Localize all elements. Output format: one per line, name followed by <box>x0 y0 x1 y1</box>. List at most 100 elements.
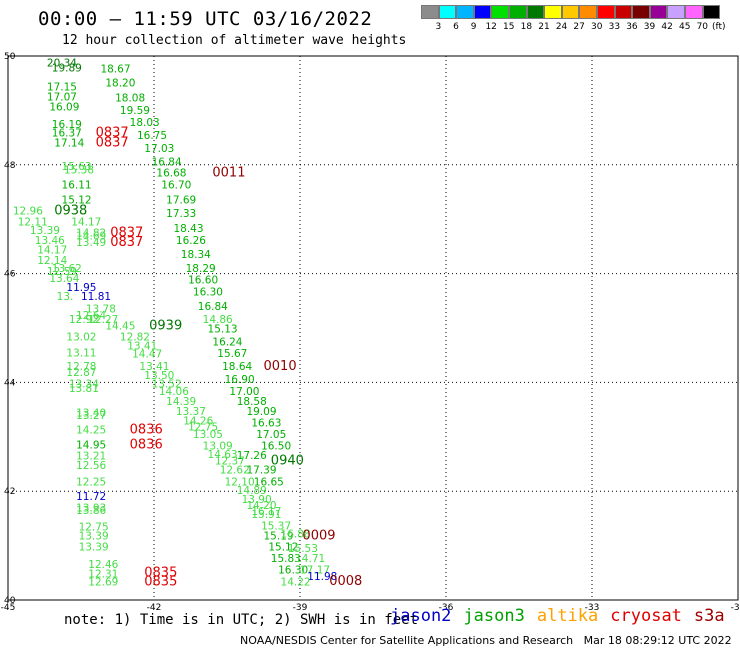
color-scale-label: 39 <box>643 22 656 32</box>
color-swatch <box>544 5 562 19</box>
wave-height-label: 18.08 <box>115 92 145 104</box>
color-scale-label: 15 <box>503 22 515 32</box>
wave-height-label: 16.17 <box>251 506 281 518</box>
wave-height-label: 16.11 <box>62 179 92 191</box>
color-swatch <box>579 5 597 19</box>
color-swatch <box>438 5 457 19</box>
wave-height-label: 13.27 <box>76 410 106 422</box>
color-scale-label: 18 <box>520 22 533 32</box>
wave-height-label: 13.64 <box>49 273 79 285</box>
color-scale-label: 27 <box>573 22 585 32</box>
color-scale-step: 27 <box>573 5 597 32</box>
wave-height-label: 14.17 <box>71 216 101 228</box>
wave-height-label: 16.84 <box>198 301 228 313</box>
wave-height-label: 13.41 <box>139 361 169 373</box>
color-scale-step: 30 <box>591 5 615 32</box>
wave-height-label: 17.05 <box>256 429 286 441</box>
wave-height-label: 18.29 <box>186 263 216 275</box>
wave-height-label: 13.81 <box>69 383 99 395</box>
wave-height-label: 11.81 <box>81 291 111 303</box>
pass-time-label: 0837 <box>96 135 129 150</box>
color-scale-label: 33 <box>608 22 621 32</box>
y-tick-label: 48 <box>4 161 16 171</box>
color-swatch <box>667 5 685 19</box>
legend-item-jason3: jason3 <box>463 606 525 626</box>
color-swatch <box>596 5 615 19</box>
wave-height-label: 13.46 <box>35 235 65 247</box>
x-tick-label: -30 <box>731 603 740 613</box>
color-scale-label: 70 <box>696 22 709 32</box>
pass-time-label: 0836 <box>130 437 163 452</box>
pass-time-label: 0940 <box>271 454 304 469</box>
color-scale-label: 30 <box>591 22 603 32</box>
wave-height-label: 12.27 <box>88 314 118 326</box>
color-scale-label: 9 <box>470 22 477 32</box>
wave-height-label: 13.39 <box>30 225 60 237</box>
wave-height-label: 12.75 <box>79 522 109 534</box>
color-swatch <box>702 5 721 19</box>
x-tick-label: -42 <box>147 603 162 613</box>
wave-height-label: 14.69 <box>76 231 106 243</box>
wave-height-label: 15.91 <box>251 509 281 521</box>
wave-height-label: 16.60 <box>188 275 218 287</box>
wave-height-label: 13.05 <box>193 429 223 441</box>
wave-height-label: 13.09 <box>203 441 233 453</box>
color-scale-step: 42 <box>661 5 685 32</box>
color-scale-label: 42 <box>661 22 673 32</box>
wave-height-label: 16.30 <box>193 287 223 299</box>
x-tick-label: -39 <box>293 603 308 613</box>
legend-item-jason2: jason2 <box>390 606 452 626</box>
wave-height-label: 12.46 <box>88 559 118 571</box>
legend-item-altika: altika <box>536 606 599 626</box>
wave-height-label: 14.06 <box>159 386 189 398</box>
wave-height-label: 18.64 <box>222 361 252 373</box>
wave-height-label: 11.98 <box>307 571 337 583</box>
color-scale-step: 15 <box>503 5 527 32</box>
color-scale-step: 6 <box>453 5 474 32</box>
wave-height-label: 14.45 <box>105 320 135 332</box>
wave-height-label: 12.92 <box>69 314 99 326</box>
wave-height-label: 17.33 <box>166 208 196 220</box>
wave-height-label: 16.88 <box>281 529 311 541</box>
wave-height-label: 12.25 <box>76 476 106 488</box>
pass-time-label: 0837 <box>96 126 129 141</box>
color-scale-step: 12 <box>485 5 509 32</box>
color-scale-legend: 3 6 9 12 15 18 21 24 27 30 33 36 39 42 45 70 <box>421 5 721 32</box>
wave-height-label: 13.90 <box>242 494 272 506</box>
wave-height-label: 12.14 <box>37 255 67 267</box>
wave-height-label: 14.22 <box>281 577 311 589</box>
wave-height-label: 17.26 <box>237 450 267 462</box>
color-scale-step: 39 <box>644 5 668 32</box>
wave-height-label: 15.13 <box>208 324 238 336</box>
color-scale-unit: (ft) <box>712 22 726 32</box>
wave-height-label: 18.03 <box>130 117 160 129</box>
wave-height-label: 13.37 <box>176 406 206 418</box>
wave-height-label: 16.70 <box>161 179 191 191</box>
wave-height-label: 12.10 <box>225 476 255 488</box>
wave-height-label: 16.26 <box>176 235 206 247</box>
wave-height-label: 18.58 <box>237 396 267 408</box>
wave-height-label: 13.52 <box>152 378 182 390</box>
chart-title: 00:00 – 11:59 UTC 03/16/2022 <box>38 8 373 30</box>
wave-height-label: 17.17 <box>300 565 330 577</box>
wave-height-label: 14.25 <box>76 425 106 437</box>
pass-time-label: 0835 <box>144 565 177 580</box>
plot-frame <box>7 55 739 601</box>
wave-height-label: 19.09 <box>246 406 276 418</box>
pass-time-label: 0939 <box>149 318 182 333</box>
wave-height-label: 14.39 <box>166 396 196 408</box>
color-swatch <box>632 5 650 19</box>
wave-height-label: 15.37 <box>261 520 291 532</box>
wave-height-label: 18.34 <box>181 249 211 261</box>
wave-height-label: 17.03 <box>144 143 174 155</box>
wave-height-label: 17.39 <box>246 464 276 476</box>
color-scale-step: 70 <box>697 5 721 32</box>
pass-time-label: 0011 <box>212 165 245 180</box>
color-scale-step: 45 <box>679 5 703 32</box>
wave-height-label: 14.47 <box>132 349 162 361</box>
wave-height-label: 13.21 <box>76 450 106 462</box>
wave-height-label: 15.19 <box>264 530 294 542</box>
pass-time-label: 0938 <box>54 203 87 218</box>
wave-height-label: 18.43 <box>173 223 203 235</box>
